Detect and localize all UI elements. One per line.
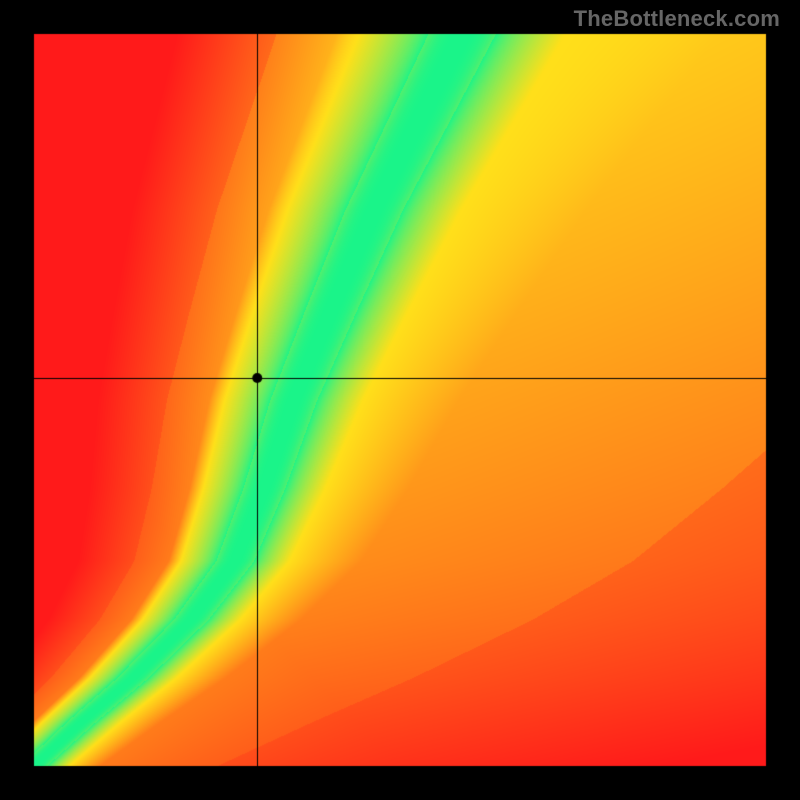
watermark-label: TheBottleneck.com [574,6,780,32]
chart-container: TheBottleneck.com [0,0,800,800]
bottleneck-heatmap [0,0,800,800]
